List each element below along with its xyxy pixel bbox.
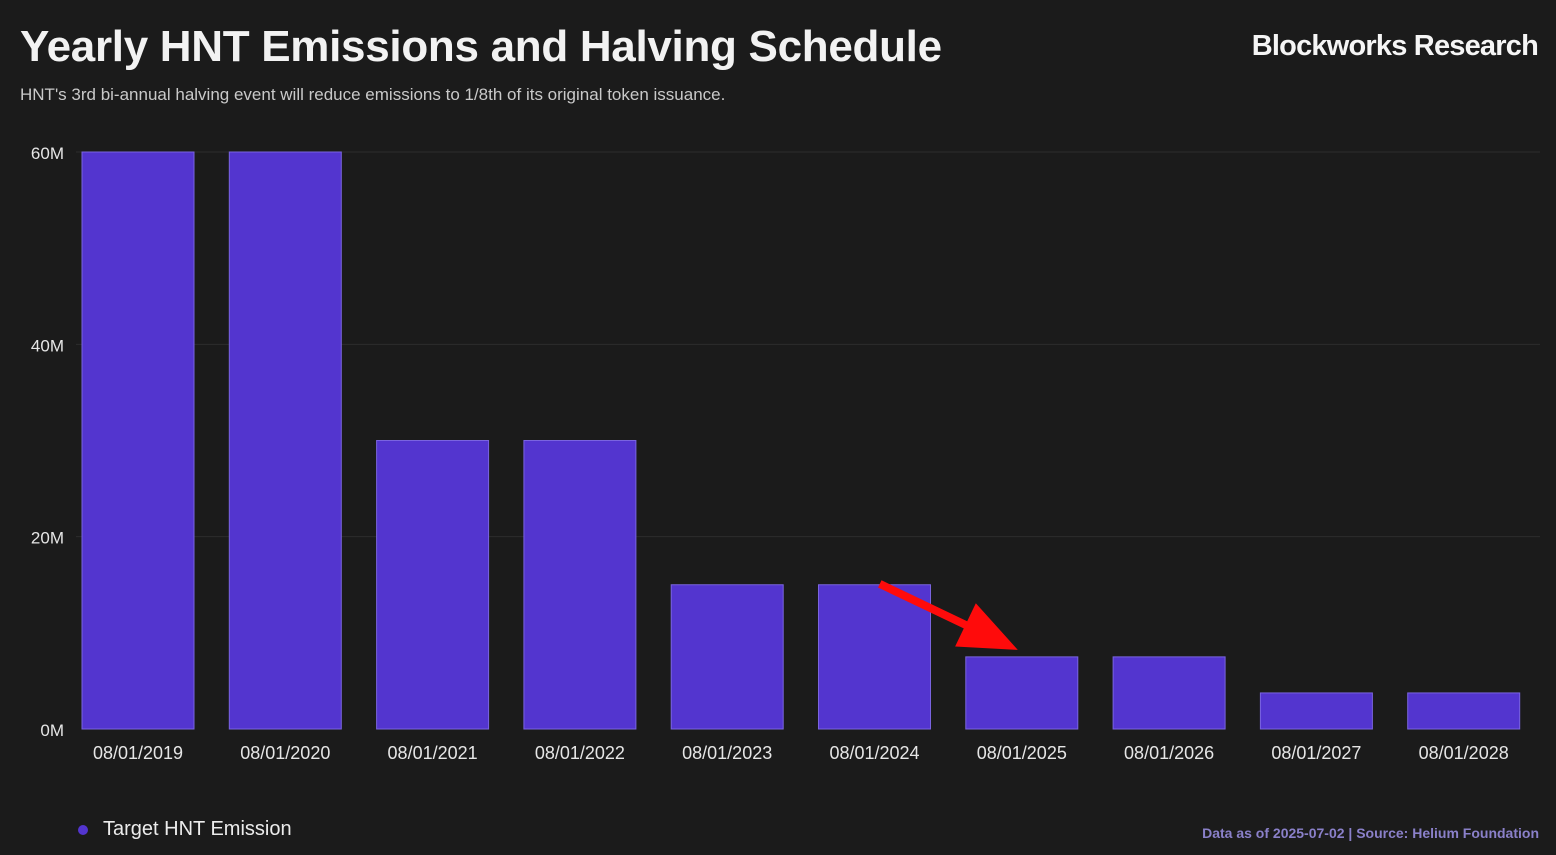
legend-label: Target HNT Emission: [103, 818, 292, 840]
bar[interactable]: [818, 584, 931, 730]
arrow-shaft: [878, 580, 973, 632]
y-axis-ticks: 0M 20M 40M 60M: [31, 144, 64, 740]
y-tick-label: 60M: [31, 144, 64, 163]
bar[interactable]: [965, 656, 1079, 730]
brand-logo: Blockworks Research: [1251, 30, 1539, 62]
x-tick-label: 08/01/2026: [1124, 743, 1214, 763]
bar[interactable]: [81, 151, 195, 730]
x-tick-label: 08/01/2028: [1419, 743, 1509, 763]
y-tick-label: 40M: [31, 336, 64, 355]
bar[interactable]: [376, 440, 490, 730]
y-tick-label: 20M: [31, 529, 64, 548]
bar[interactable]: [228, 151, 342, 730]
annotation: [878, 580, 1018, 650]
source-note: Data as of 2025-07-02 | Source: Helium F…: [1202, 825, 1539, 841]
bar[interactable]: [1407, 692, 1521, 730]
chart-subtitle: HNT's 3rd bi-annual halving event will r…: [20, 85, 726, 104]
x-tick-label: 08/01/2021: [388, 743, 478, 763]
legend-marker-icon: [78, 824, 88, 835]
arrow-icon: [955, 603, 1018, 650]
x-tick-label: 08/01/2027: [1271, 743, 1361, 763]
legend[interactable]: Target HNT Emission: [78, 818, 292, 841]
bar[interactable]: [670, 584, 784, 730]
x-tick-label: 08/01/2020: [240, 743, 330, 763]
x-tick-label: 08/01/2022: [535, 743, 625, 763]
x-axis-ticks: 08/01/2019 08/01/2020 08/01/2021 08/01/2022…: [93, 743, 1509, 763]
chart-title: Yearly HNT Emissions and Halving Schedul…: [20, 22, 942, 71]
y-tick-label: 0M: [40, 721, 64, 740]
bar[interactable]: [523, 440, 637, 730]
bars: [81, 151, 1521, 730]
bar[interactable]: [1259, 692, 1373, 730]
x-tick-label: 08/01/2023: [682, 743, 772, 763]
x-tick-label: 08/01/2019: [93, 743, 183, 763]
x-tick-label: 08/01/2024: [829, 743, 919, 763]
bar[interactable]: [1112, 656, 1226, 730]
x-tick-label: 08/01/2025: [977, 743, 1067, 763]
